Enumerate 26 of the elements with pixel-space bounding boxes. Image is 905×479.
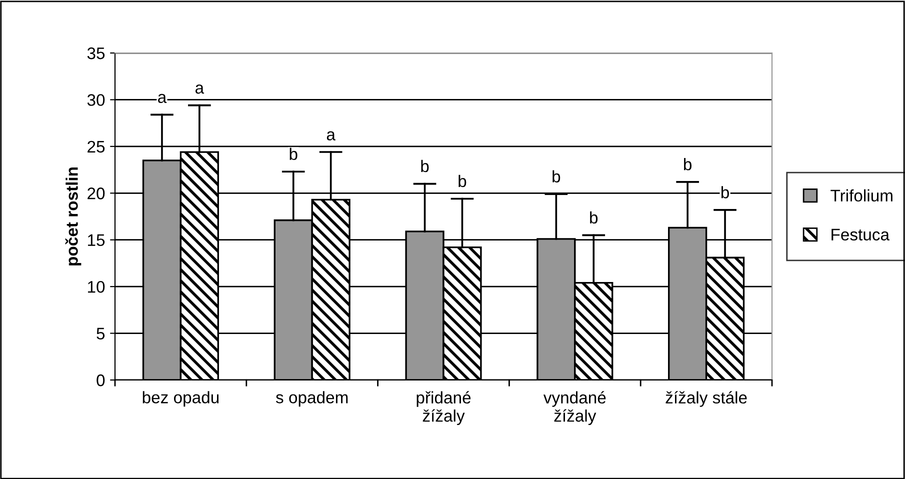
y-tick-label: 30 (87, 94, 105, 106)
y-tick-label: 5 (96, 328, 105, 340)
x-tick-label: přidané žížaly (416, 391, 471, 426)
annotation: b (590, 211, 598, 224)
y-tick-label: 20 (88, 188, 105, 200)
annotation: b (458, 174, 466, 188)
annotation: b (684, 158, 692, 170)
annotation: a (196, 84, 204, 94)
y-axis-title: počet rostlin (65, 168, 82, 266)
annotation: b (421, 160, 429, 172)
x-tick-label: vyndané žížaly (543, 391, 606, 426)
annotation: b (721, 186, 729, 198)
legend-label: Trifolium (830, 189, 892, 202)
y-tick-label: 10 (88, 280, 105, 293)
annotation: a (326, 131, 336, 140)
y-tick-label: 35 (87, 47, 105, 60)
annotation: b (290, 148, 298, 160)
y-tick-label: 25 (88, 140, 105, 153)
y-tick-label: 15 (88, 234, 105, 246)
annotation: b (552, 170, 560, 182)
annotation: a (158, 94, 167, 104)
y-tick-label: 0 (96, 374, 105, 386)
x-tick-label: bez opadu (142, 391, 219, 407)
legend-label: Festuca (832, 228, 890, 240)
x-tick-label: s opadem (276, 391, 348, 407)
x-tick-label: žížaly stále (666, 391, 747, 407)
